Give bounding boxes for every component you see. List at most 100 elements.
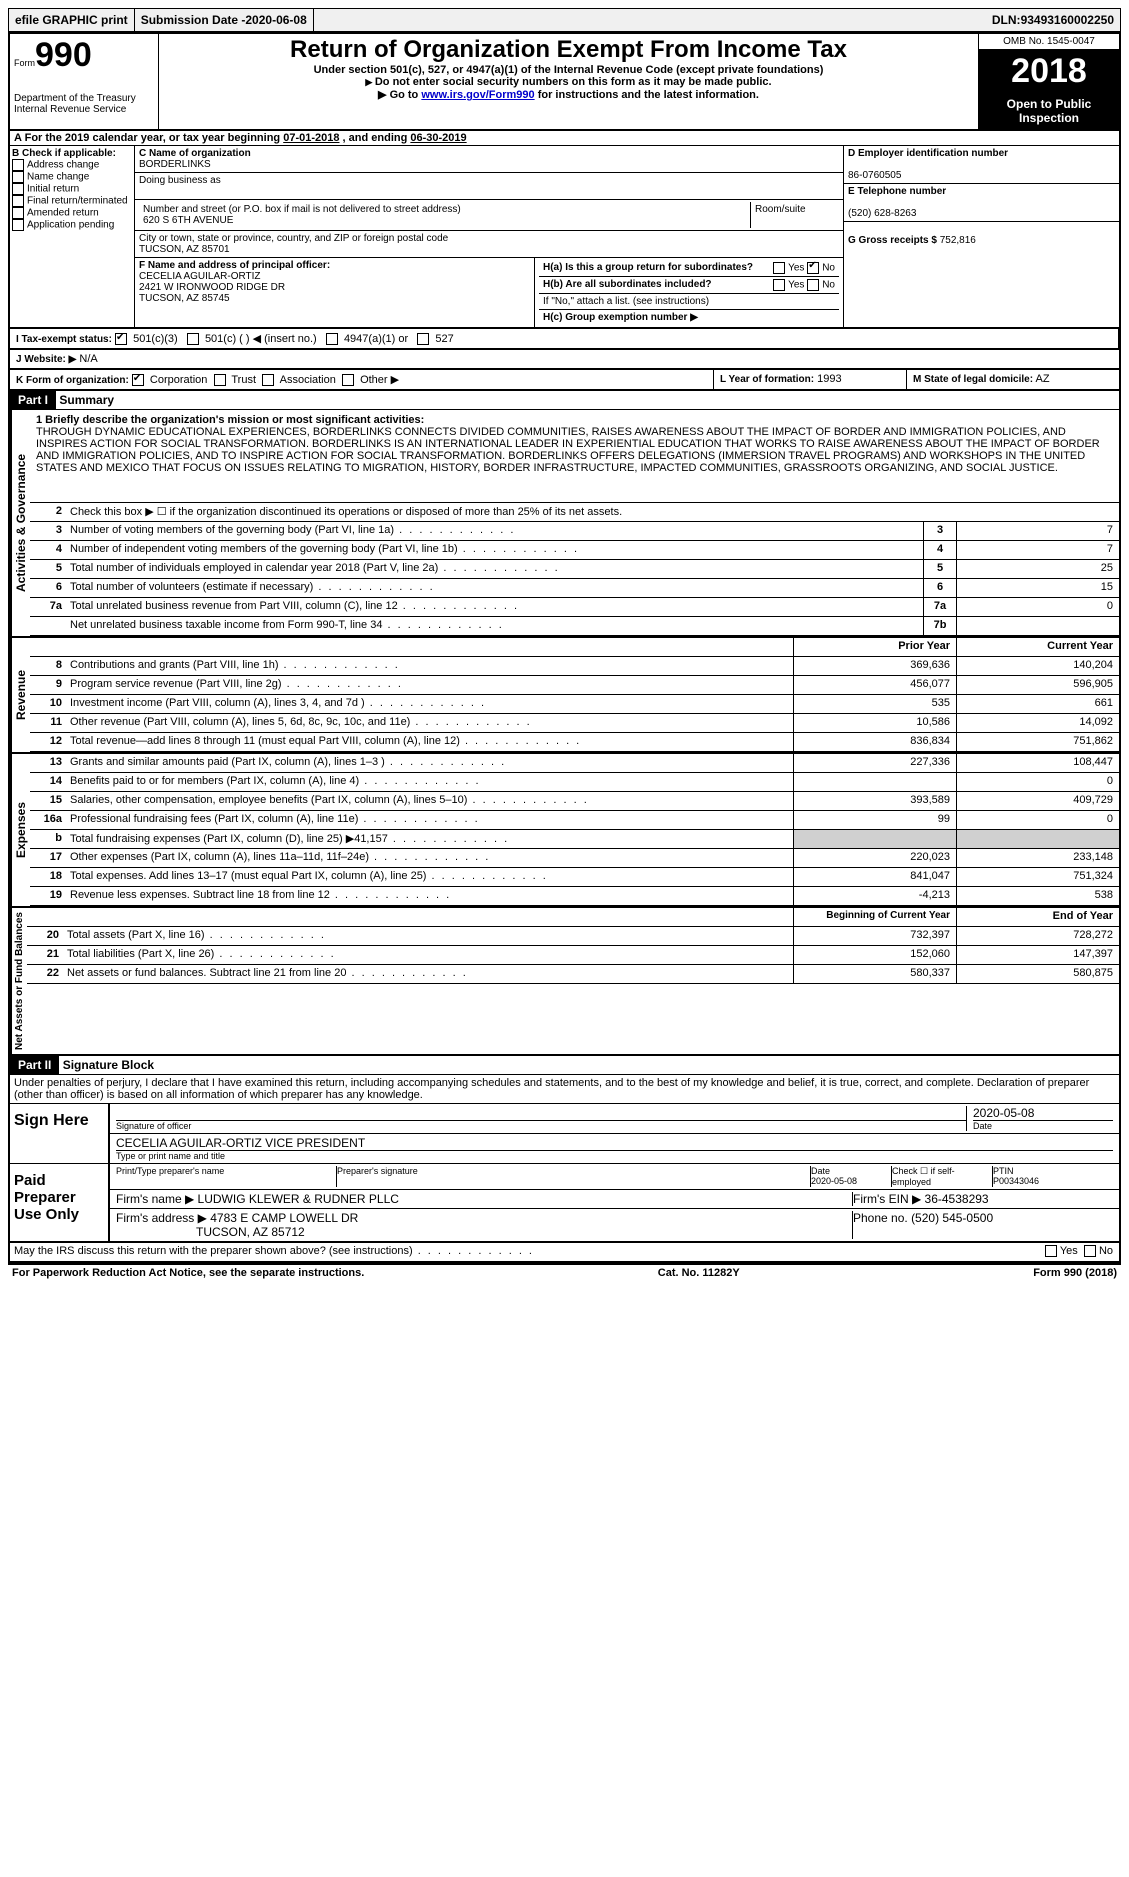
fin-line: 19Revenue less expenses. Subtract line 1… — [30, 887, 1119, 906]
form-subtitle: Under section 501(c), 527, or 4947(a)(1)… — [165, 64, 972, 76]
ck-final[interactable]: Final return/terminated — [12, 195, 132, 207]
row-j: J Website: ▶ N/A — [10, 350, 1119, 370]
ck-501c3[interactable] — [115, 333, 127, 345]
year-formation: 1993 — [817, 373, 841, 385]
fin-line: 12Total revenue—add lines 8 through 11 (… — [30, 733, 1119, 752]
sign-here-label: Sign Here — [10, 1104, 110, 1163]
ck-initial[interactable]: Initial return — [12, 183, 132, 195]
ck-trust[interactable] — [214, 374, 226, 386]
dept-irs: Internal Revenue Service — [14, 104, 154, 115]
ck-discuss-no[interactable] — [1084, 1245, 1096, 1257]
efile-label: efile GRAPHIC print — [9, 9, 135, 31]
website: N/A — [79, 353, 97, 365]
fin-line: 16aProfessional fundraising fees (Part I… — [30, 811, 1119, 830]
org-name: BORDERLINKS — [139, 159, 211, 170]
org-street: 620 S 6TH AVENUE — [143, 215, 233, 226]
tax-year: 2018 — [979, 50, 1119, 93]
side-expenses: Expenses — [10, 754, 30, 906]
form-header: Form990 Department of the Treasury Inter… — [10, 34, 1119, 131]
state-domicile: AZ — [1035, 373, 1049, 385]
org-city: TUCSON, AZ 85701 — [139, 244, 230, 255]
fin-line: 21Total liabilities (Part X, line 26)152… — [27, 946, 1119, 965]
footer-mid: Cat. No. 11282Y — [658, 1267, 740, 1279]
irs-link[interactable]: www.irs.gov/Form990 — [421, 89, 534, 101]
col-b: B Check if applicable: Address change Na… — [10, 146, 135, 327]
part-ii: Part II Signature Block Under penalties … — [10, 1056, 1119, 1262]
fin-line: bTotal fundraising expenses (Part IX, co… — [30, 830, 1119, 849]
header-right: OMB No. 1545-0047 2018 Open to Public In… — [979, 34, 1119, 129]
side-activities: Activities & Governance — [10, 410, 30, 636]
gov-line: 3Number of voting members of the governi… — [30, 522, 1119, 541]
ck-amended[interactable]: Amended return — [12, 207, 132, 219]
ck-527[interactable] — [417, 333, 429, 345]
fin-line: 22Net assets or fund balances. Subtract … — [27, 965, 1119, 984]
officer-name: CECELIA AGUILAR-ORTIZ — [139, 271, 261, 282]
col-c: C Name of organizationBORDERLINKS Doing … — [135, 146, 844, 327]
dln: DLN: 93493160002250 — [986, 9, 1120, 31]
footer-left: For Paperwork Reduction Act Notice, see … — [12, 1267, 364, 1279]
fin-line: 20Total assets (Part X, line 16)732,3977… — [27, 927, 1119, 946]
officer-addr1: 2421 W IRONWOOD RIDGE DR — [139, 282, 285, 293]
ptin: P00343046 — [993, 1176, 1039, 1186]
fin-line: 9Program service revenue (Part VIII, lin… — [30, 676, 1119, 695]
ck-501c[interactable] — [187, 333, 199, 345]
top-bar: efile GRAPHIC print Submission Date - 20… — [8, 8, 1121, 32]
fin-line: 8Contributions and grants (Part VIII, li… — [30, 657, 1119, 676]
note-ssn: Do not enter social security numbers on … — [165, 76, 972, 88]
perjury-decl: Under penalties of perjury, I declare th… — [10, 1075, 1119, 1104]
fin-line: 18Total expenses. Add lines 13–17 (must … — [30, 868, 1119, 887]
fin-line: 14Benefits paid to or for members (Part … — [30, 773, 1119, 792]
telephone: (520) 628-8263 — [848, 208, 916, 219]
header-left: Form990 Department of the Treasury Inter… — [10, 34, 159, 129]
gov-line: 4Number of independent voting members of… — [30, 541, 1119, 560]
form-title: Return of Organization Exempt From Incom… — [165, 36, 972, 64]
gov-line: 7aTotal unrelated business revenue from … — [30, 598, 1119, 617]
discuss-row: May the IRS discuss this return with the… — [10, 1242, 1119, 1262]
dept-treasury: Department of the Treasury — [14, 93, 154, 104]
gov-line: Net unrelated business taxable income fr… — [30, 617, 1119, 636]
header-mid: Return of Organization Exempt From Incom… — [159, 34, 979, 129]
form-container: Form990 Department of the Treasury Inter… — [8, 32, 1121, 1264]
mission-block: 1 Briefly describe the organization's mi… — [30, 410, 1119, 503]
officer-printed: CECELIA AGUILAR-ORTIZ VICE PRESIDENT — [116, 1136, 365, 1150]
part-i: Part I Summary Activities & Governance 1… — [10, 391, 1119, 1056]
side-revenue: Revenue — [10, 638, 30, 752]
fin-line: 17Other expenses (Part IX, column (A), l… — [30, 849, 1119, 868]
ein: 86-0760505 — [848, 170, 901, 181]
form-number: 990 — [35, 36, 92, 74]
side-netassets: Net Assets or Fund Balances — [10, 908, 27, 1054]
gross-receipts: 752,816 — [940, 235, 976, 246]
gov-line: 6Total number of volunteers (estimate if… — [30, 579, 1119, 598]
footer-right: Form 990 (2018) — [1033, 1267, 1117, 1279]
gov-line: 5Total number of individuals employed in… — [30, 560, 1119, 579]
entity-grid: B Check if applicable: Address change Na… — [10, 146, 1119, 329]
mission-text: THROUGH DYNAMIC EDUCATIONAL EXPERIENCES,… — [36, 426, 1100, 474]
fin-line: 13Grants and similar amounts paid (Part … — [30, 754, 1119, 773]
row-a-taxyear: A For the 2019 calendar year, or tax yea… — [10, 131, 1119, 146]
fin-line: 10Investment income (Part VIII, column (… — [30, 695, 1119, 714]
omb-number: OMB No. 1545-0047 — [979, 34, 1119, 50]
col-d-g: D Employer identification number86-07605… — [844, 146, 1119, 327]
ck-discuss-yes[interactable] — [1045, 1245, 1057, 1257]
ck-corp[interactable] — [132, 374, 144, 386]
paid-preparer-label: Paid Preparer Use Only — [10, 1164, 110, 1241]
open-public: Open to Public Inspection — [979, 93, 1119, 129]
fin-line: 11Other revenue (Part VIII, column (A), … — [30, 714, 1119, 733]
note-link: ▶ Go to www.irs.gov/Form990 for instruct… — [165, 88, 972, 101]
officer-addr2: TUCSON, AZ 85745 — [139, 293, 230, 304]
row-i: I Tax-exempt status: 501(c)(3) 501(c) ( … — [10, 329, 1119, 350]
ck-address[interactable]: Address change — [12, 159, 132, 171]
ck-4947[interactable] — [326, 333, 338, 345]
firm-addr: 4783 E CAMP LOWELL DR — [210, 1211, 358, 1225]
ck-assoc[interactable] — [262, 374, 274, 386]
ck-pending[interactable]: Application pending — [12, 219, 132, 231]
row-k-l-m: K Form of organization: Corporation Trus… — [10, 370, 1119, 391]
ck-name[interactable]: Name change — [12, 171, 132, 183]
ck-other[interactable] — [342, 374, 354, 386]
fin-line: 15Salaries, other compensation, employee… — [30, 792, 1119, 811]
firm-name: LUDWIG KLEWER & RUDNER PLLC — [198, 1192, 399, 1206]
submission-date: Submission Date - 2020-06-08 — [135, 9, 314, 31]
firm-phone: (520) 545-0500 — [911, 1211, 993, 1225]
page-footer: For Paperwork Reduction Act Notice, see … — [8, 1264, 1121, 1281]
firm-ein: 36-4538293 — [925, 1192, 989, 1206]
